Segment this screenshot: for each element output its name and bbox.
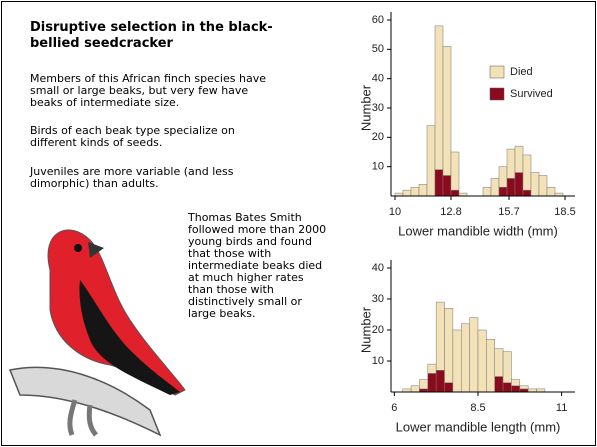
- bar-segment: [519, 385, 529, 390]
- y-tick-label: 40: [372, 73, 384, 85]
- x-tick-label: 10: [389, 206, 401, 218]
- bar-segment: [498, 166, 508, 188]
- bar-segment: [444, 382, 454, 393]
- bar-segment: [482, 186, 492, 197]
- bar-segment: [469, 317, 479, 393]
- bar-segment: [522, 154, 532, 191]
- bar-segment: [490, 178, 500, 197]
- bar-segment: [442, 175, 452, 197]
- bar-segment: [538, 175, 548, 197]
- bar-segment: [452, 329, 462, 393]
- x-tick-label: 11: [556, 402, 567, 414]
- y-tick-label: 20: [372, 324, 384, 336]
- x-tick-label: 6: [391, 402, 397, 414]
- paragraph: Juveniles are more variable (and less di…: [30, 165, 234, 190]
- x-tick-label: 15.7: [498, 206, 519, 218]
- bar-segment: [434, 25, 444, 170]
- x-tick-label: 8.5: [470, 402, 485, 414]
- caption: Thomas Bates Smith followed more than 20…: [188, 211, 327, 320]
- bar-segment: [426, 125, 436, 197]
- y-tick-label: 60: [372, 14, 384, 26]
- bar-segment: [435, 301, 445, 371]
- x-axis-label: Lower mandible length (mm): [396, 419, 561, 434]
- bar-segment: [502, 351, 512, 383]
- bar-segment: [402, 189, 412, 197]
- bar-segment: [434, 169, 444, 197]
- x-tick-label: 18.5: [554, 206, 575, 218]
- bar-segment: [506, 178, 516, 197]
- bar-segment: [419, 379, 429, 390]
- y-axis-label: Number: [358, 306, 373, 353]
- legend-swatch: [489, 65, 505, 79]
- x-axis-label: Lower mandible width (mm): [398, 223, 558, 238]
- y-tick-label: 40: [372, 262, 384, 274]
- bar-segment: [514, 172, 524, 197]
- paragraph: Birds of each beak type specialize on di…: [30, 124, 235, 149]
- bar-segment: [511, 379, 521, 387]
- y-tick-label: 10: [372, 161, 384, 173]
- bar-segment: [450, 189, 460, 197]
- bar-segment: [502, 382, 512, 393]
- bar-segment: [477, 329, 487, 393]
- bar-segment: [506, 148, 516, 179]
- bar-segment: [530, 172, 540, 197]
- legend-label: Died: [510, 66, 533, 78]
- legend-swatch: [489, 87, 505, 101]
- bar-segment: [410, 186, 420, 197]
- bar-segment: [450, 151, 460, 191]
- bird-illustration: [8, 229, 186, 437]
- bar-segment: [511, 385, 521, 393]
- bar-segment: [546, 186, 556, 197]
- bar-segment: [427, 363, 437, 374]
- y-tick-label: 30: [372, 293, 384, 305]
- paragraph: Members of this African finch species ha…: [30, 72, 266, 109]
- x-tick-label: 12.8: [440, 206, 461, 218]
- bar-segment: [486, 339, 495, 393]
- bar-segment: [514, 145, 524, 173]
- bar-segment: [418, 184, 428, 197]
- y-axis-label: Number: [358, 84, 373, 131]
- bar-segment: [444, 308, 454, 383]
- bar-segment: [522, 189, 532, 197]
- bar-segment: [442, 46, 452, 176]
- bar-segment: [410, 385, 420, 393]
- bar-segment: [494, 348, 504, 377]
- bar-segment: [427, 373, 437, 393]
- y-tick-label: 20: [372, 131, 384, 143]
- bar-segment: [494, 376, 504, 393]
- bar-segment: [461, 323, 470, 393]
- slide-title: Disruptive selection in the black-bellie…: [30, 20, 273, 51]
- bar-segment: [435, 370, 445, 393]
- bar-segment: [498, 186, 508, 197]
- y-tick-label: 30: [372, 102, 384, 114]
- y-tick-label: 50: [372, 43, 384, 55]
- legend-label: Survived: [510, 88, 553, 100]
- y-tick-label: 10: [372, 355, 384, 367]
